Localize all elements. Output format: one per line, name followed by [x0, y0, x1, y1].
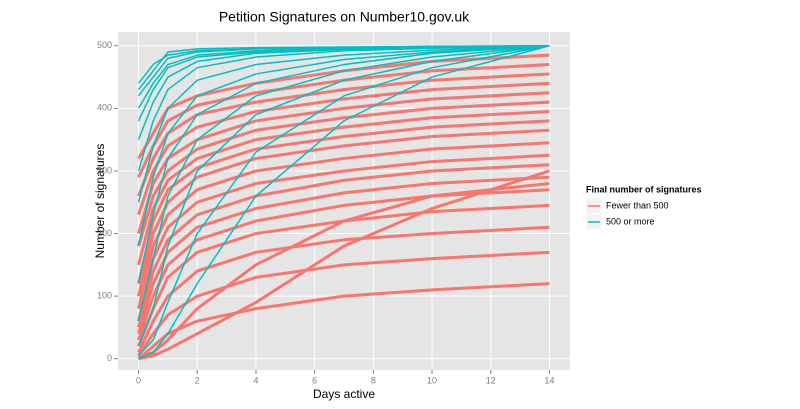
series-line: [137, 53, 550, 160]
y-tick-label: 400: [97, 103, 112, 113]
series-line: [137, 81, 550, 216]
legend-label: 500 or more: [606, 216, 655, 226]
series-line: [137, 45, 550, 347]
series-line: [137, 45, 550, 284]
series-line: [138, 169, 550, 361]
series-line: [137, 72, 550, 197]
series-line: [137, 45, 550, 322]
series-line: [137, 141, 550, 310]
series-line: [137, 45, 550, 122]
series-line: [137, 45, 550, 203]
series-line: [138, 45, 550, 360]
x-tick-label: 0: [136, 375, 141, 385]
y-tick-label: 500: [97, 40, 112, 50]
x-tick-label: 12: [486, 375, 496, 385]
series-line: [137, 282, 550, 360]
legend-title: Final number of signatures: [586, 184, 702, 194]
series-line: [137, 225, 550, 354]
x-axis-label: Days active: [313, 387, 375, 401]
y-tick-label: 300: [97, 165, 112, 175]
x-tick-label: 4: [253, 375, 258, 385]
series-line: [137, 100, 550, 247]
x-tick-label: 6: [312, 375, 317, 385]
series-line: [137, 119, 550, 284]
x-tick-label: 2: [195, 375, 200, 385]
y-tick-label: 200: [97, 228, 112, 238]
x-tick-label: 8: [371, 375, 376, 385]
series-line: [137, 91, 550, 234]
x-tick-label: 14: [544, 375, 554, 385]
legend-label: Fewer than 500: [606, 200, 669, 210]
plot-area: [118, 32, 570, 370]
series-line: [137, 163, 550, 328]
y-tick-label: 0: [107, 353, 112, 363]
series-line: [137, 45, 550, 172]
series-line: [137, 128, 550, 297]
series-line: [137, 175, 550, 335]
series-line: [137, 188, 550, 341]
x-tick-label: 10: [427, 375, 437, 385]
y-axis-label: Number of signatures: [93, 144, 107, 259]
chart-title: Petition Signatures on Number10.gov.uk: [219, 9, 470, 25]
series-line: [137, 45, 550, 357]
y-tick-label: 100: [97, 291, 112, 301]
series-line: [137, 45, 550, 247]
